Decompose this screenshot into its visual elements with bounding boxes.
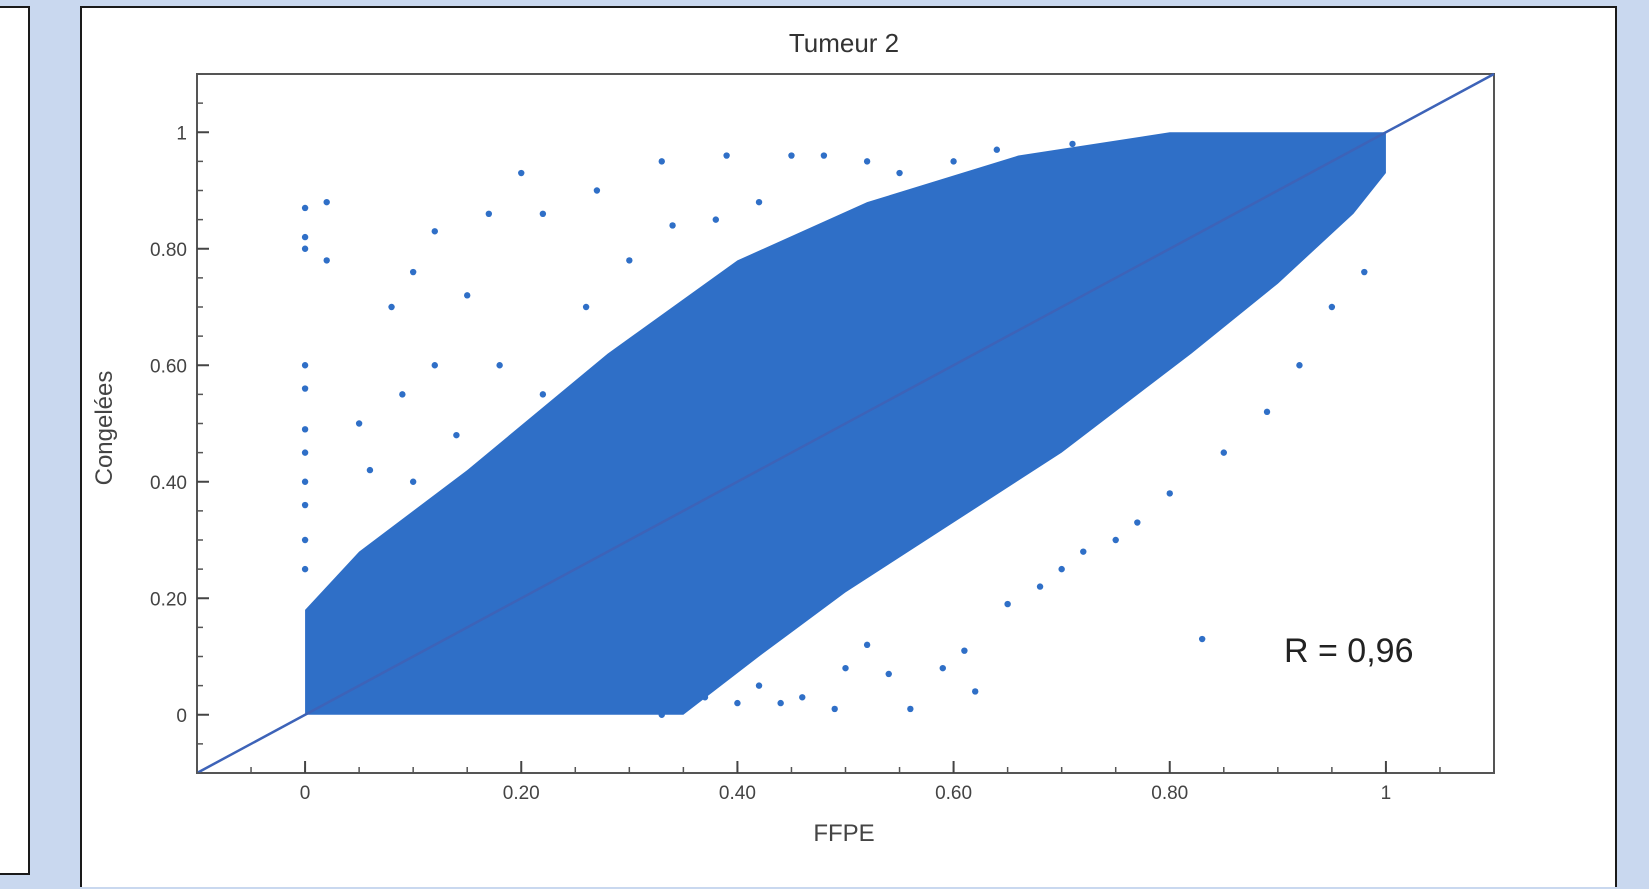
data-point xyxy=(301,565,309,573)
data-point xyxy=(734,699,741,707)
correlation-annotation: R = 0,96 xyxy=(1284,632,1413,670)
data-point xyxy=(301,204,309,212)
data-point xyxy=(593,187,601,194)
data-point xyxy=(1361,268,1368,276)
y-tick-label: 1 xyxy=(176,123,187,144)
data-point xyxy=(1296,362,1303,369)
data-point xyxy=(399,391,406,398)
data-point xyxy=(669,222,676,229)
data-point xyxy=(1058,565,1065,573)
data-point xyxy=(1080,548,1087,555)
data-point xyxy=(409,268,417,276)
x-axis-label: FFPE xyxy=(813,820,874,847)
data-point xyxy=(1198,635,1206,643)
data-point xyxy=(626,257,633,264)
scatter-chart: Tumeur 2 0 0.20 0.40 0.60 0.80 1 0 0.20 0.40 0.60… xyxy=(91,28,1495,847)
data-point xyxy=(431,228,438,235)
y-tick-label: 0 xyxy=(176,706,187,727)
data-point xyxy=(388,303,395,311)
data-point xyxy=(539,391,547,398)
chart-title: Tumeur 2 xyxy=(789,28,899,58)
data-point xyxy=(518,169,525,177)
data-point xyxy=(366,466,374,474)
data-point xyxy=(301,245,309,252)
data-point xyxy=(755,682,763,689)
data-point xyxy=(777,699,784,707)
data-point xyxy=(950,158,957,165)
data-point xyxy=(863,158,871,165)
data-point xyxy=(820,152,828,159)
x-tick-label: 1 xyxy=(1381,783,1392,804)
data-point xyxy=(485,210,493,217)
data-point xyxy=(323,198,330,206)
data-point xyxy=(582,303,590,311)
data-point xyxy=(939,664,946,672)
data-point xyxy=(896,169,903,177)
data-point xyxy=(409,478,417,485)
data-point xyxy=(658,711,665,718)
x-tick-label: 0.20 xyxy=(503,783,540,804)
data-point xyxy=(1263,408,1271,416)
x-tick-label: 0 xyxy=(300,783,311,804)
y-tick-label: 0.80 xyxy=(150,240,187,261)
chart-panel: Tumeur 2 0 0.20 0.40 0.60 0.80 1 0 0.20 0.40 0.60… xyxy=(80,6,1617,887)
data-point xyxy=(863,641,871,649)
data-point xyxy=(301,362,309,369)
x-tick-label: 0.60 xyxy=(935,783,972,804)
data-point xyxy=(1328,303,1336,311)
data-point xyxy=(539,210,547,217)
data-point xyxy=(1069,140,1076,148)
y-tick-label: 0.20 xyxy=(150,589,187,610)
data-point xyxy=(993,146,1001,153)
data-point xyxy=(907,705,914,713)
y-tick-label: 0.60 xyxy=(150,356,187,377)
data-point xyxy=(301,385,309,392)
data-point xyxy=(301,426,309,433)
data-point xyxy=(1112,536,1119,544)
data-point xyxy=(658,158,665,165)
data-point xyxy=(885,670,892,678)
data-point xyxy=(301,478,309,485)
x-tick-label: 0.80 xyxy=(1151,783,1188,804)
data-point xyxy=(301,233,309,241)
data-point xyxy=(1134,519,1141,526)
data-point xyxy=(496,362,503,369)
data-point xyxy=(301,501,309,509)
data-point xyxy=(431,362,438,369)
data-point xyxy=(464,292,471,299)
data-point xyxy=(355,420,363,427)
data-point xyxy=(301,449,309,456)
data-point xyxy=(831,705,838,713)
data-point xyxy=(961,647,968,654)
data-point xyxy=(1220,449,1227,456)
data-point xyxy=(301,536,309,544)
y-axis-label: Congelées xyxy=(91,371,118,486)
data-point xyxy=(755,198,763,206)
left-panel-edge xyxy=(0,6,30,875)
data-point xyxy=(453,431,460,439)
data-point xyxy=(799,694,806,701)
identity-line xyxy=(196,72,1495,775)
data-point xyxy=(788,152,795,159)
data-point xyxy=(723,152,730,159)
data-point xyxy=(323,257,330,264)
x-tick-label: 0.40 xyxy=(719,783,756,804)
plot-area: 0 0.20 0.40 0.60 0.80 1 0 0.20 0.40 0.60 0.80 1 xyxy=(150,72,1495,804)
data-point xyxy=(1036,583,1044,590)
data-point xyxy=(712,216,719,223)
data-point xyxy=(1166,490,1173,497)
data-point xyxy=(701,694,709,701)
data-point xyxy=(972,688,979,695)
data-point xyxy=(842,664,849,672)
data-point xyxy=(1004,600,1011,608)
y-tick-label: 0.40 xyxy=(150,473,187,494)
